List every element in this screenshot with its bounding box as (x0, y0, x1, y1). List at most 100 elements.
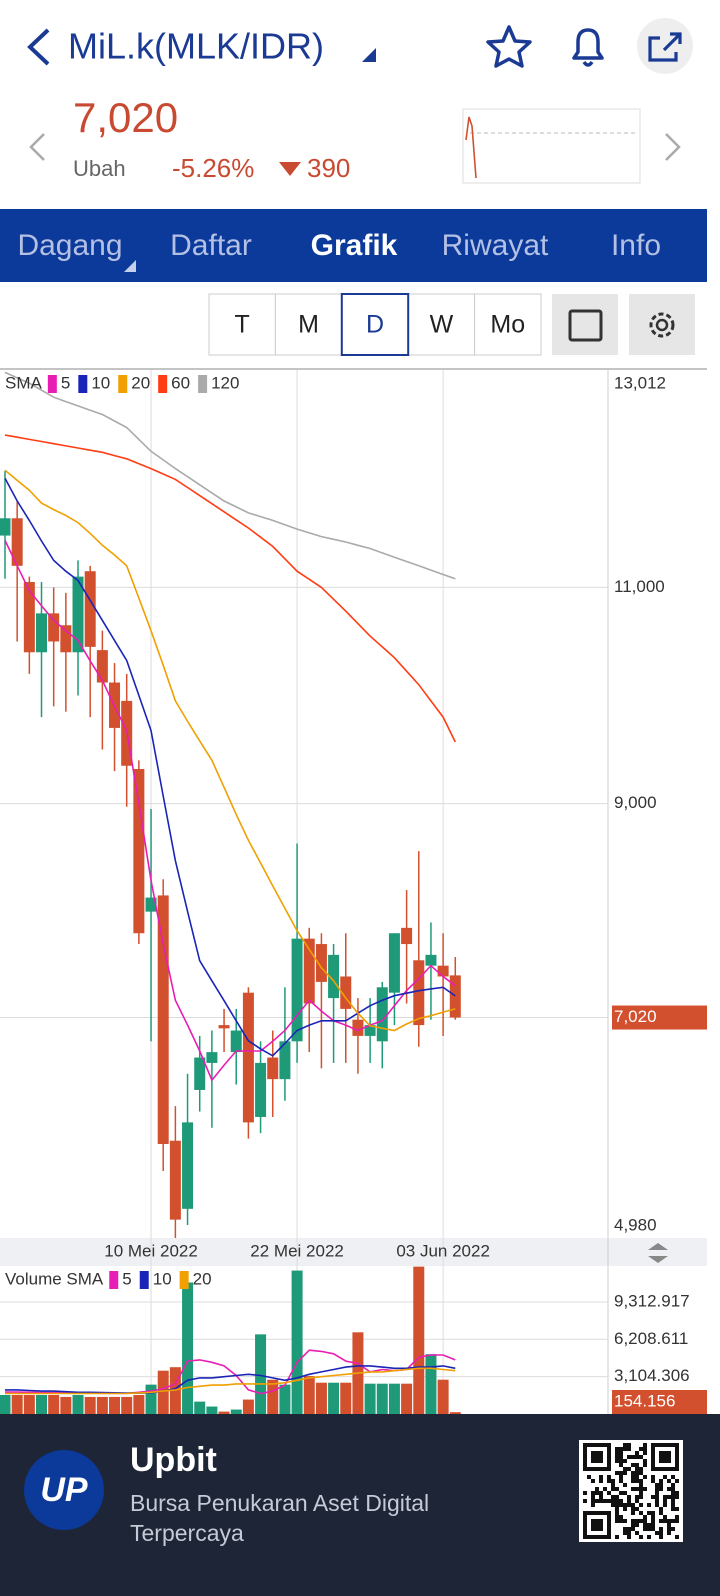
interval-active-border (340, 293, 410, 356)
candle-body (449, 975, 461, 1018)
volume-bar (230, 1409, 242, 1414)
volume-bar (60, 1396, 72, 1414)
interval-label: M (298, 311, 319, 339)
interval-button[interactable] (407, 293, 476, 356)
last-price-label: 7,020 (614, 1007, 657, 1026)
interval-label: D (366, 311, 384, 339)
interval-label: T (235, 311, 250, 339)
x-tick-label: 10 Mei 2022 (104, 1241, 198, 1260)
tab-bar (0, 209, 707, 282)
volume-bar (291, 1270, 303, 1414)
share-button[interactable] (637, 18, 693, 74)
interval-button[interactable] (208, 293, 276, 356)
interval-button[interactable] (274, 293, 343, 356)
last-volume-box (612, 1390, 707, 1414)
candle-body (230, 1030, 242, 1053)
volume-bar (84, 1396, 96, 1414)
volume-bar (279, 1384, 291, 1414)
legend-swatch (158, 375, 168, 393)
change-amount: 390 (307, 153, 350, 183)
drawing-button[interactable] (552, 294, 618, 355)
volume-bar (242, 1399, 254, 1414)
prev-button[interactable] (29, 133, 45, 161)
y-tick-label: 9,000 (614, 793, 657, 812)
sma-line (5, 1367, 456, 1395)
sma-line (4, 469, 456, 1032)
legend-label: 10 (91, 373, 110, 392)
legend-swatch (179, 1271, 189, 1289)
volume-bar (340, 1382, 352, 1414)
tab[interactable]: Riwayat (442, 229, 549, 262)
candle-body (157, 895, 169, 1144)
resize-handle[interactable] (648, 1243, 668, 1263)
qr-code (583, 1443, 679, 1539)
volume-bar (401, 1383, 413, 1414)
candle-body (11, 518, 23, 566)
volume-bar (23, 1394, 35, 1414)
candle-body (36, 613, 48, 653)
candle-body (48, 613, 60, 642)
volume-bar (437, 1379, 449, 1414)
alert-button[interactable] (572, 28, 604, 67)
volume-bar (133, 1394, 145, 1414)
dropdown-icon (362, 48, 376, 62)
candle-body (242, 992, 254, 1123)
interval-label: Mo (490, 311, 525, 339)
volume-bar (72, 1394, 84, 1414)
drawing-icon (568, 309, 603, 342)
candle-body (425, 954, 437, 966)
y-tick-label: 3,104.306 (614, 1366, 690, 1385)
candle-body (206, 1052, 218, 1063)
legend-swatch (47, 375, 57, 393)
sma-line (4, 540, 456, 1082)
upbit-logo (24, 1450, 104, 1530)
candle-body (437, 965, 449, 977)
tab[interactable]: Daftar (170, 229, 252, 262)
volume-bar (425, 1354, 437, 1414)
legend-swatch (198, 375, 208, 393)
legend-title: SMA (5, 373, 43, 392)
legend-swatch (139, 1271, 149, 1289)
change-rate: -5.26% (172, 153, 254, 183)
settings-icon-core (655, 318, 669, 332)
legend-label: 120 (211, 373, 239, 392)
tab[interactable]: Info (611, 229, 661, 262)
volume-bar (109, 1396, 121, 1414)
legend-label: 10 (153, 1269, 172, 1288)
favorite-button[interactable] (486, 25, 532, 68)
settings-button[interactable] (629, 294, 695, 355)
candle-body (72, 576, 84, 653)
y-tick-label: 6,208.611 (614, 1329, 688, 1348)
back-button[interactable] (27, 28, 50, 66)
volume-bar (376, 1383, 388, 1414)
y-tick-label: 13,012 (614, 373, 666, 392)
volume-bar (255, 1334, 267, 1414)
legend-swatch (109, 1271, 119, 1289)
volume-bar (96, 1396, 108, 1414)
candle-body (315, 944, 327, 982)
tab-dropdown-icon (124, 260, 136, 272)
x-tick-label: 03 Jun 2022 (396, 1241, 490, 1260)
tab[interactable]: Grafik (311, 229, 398, 262)
interval-button[interactable] (474, 293, 542, 356)
tab[interactable]: Dagang (17, 229, 122, 262)
sma-line (5, 1365, 456, 1394)
candle-body (388, 933, 400, 993)
volume-bar (145, 1384, 157, 1414)
volume-bar (0, 1394, 11, 1414)
mini-chart (462, 108, 641, 184)
legend-label: 20 (193, 1269, 212, 1288)
volume-bar (194, 1401, 206, 1414)
candle-body (0, 518, 11, 536)
next-button[interactable] (665, 133, 681, 161)
candle-body (133, 768, 145, 934)
interval-label: W (430, 311, 454, 339)
volume-bar (388, 1383, 400, 1414)
sma-line (4, 477, 456, 1057)
market-title[interactable]: MiL.k(MLK/IDR) (68, 26, 324, 67)
volume-bar (218, 1411, 230, 1414)
legend-swatch (78, 375, 88, 393)
logo-text: UP (40, 1471, 88, 1509)
